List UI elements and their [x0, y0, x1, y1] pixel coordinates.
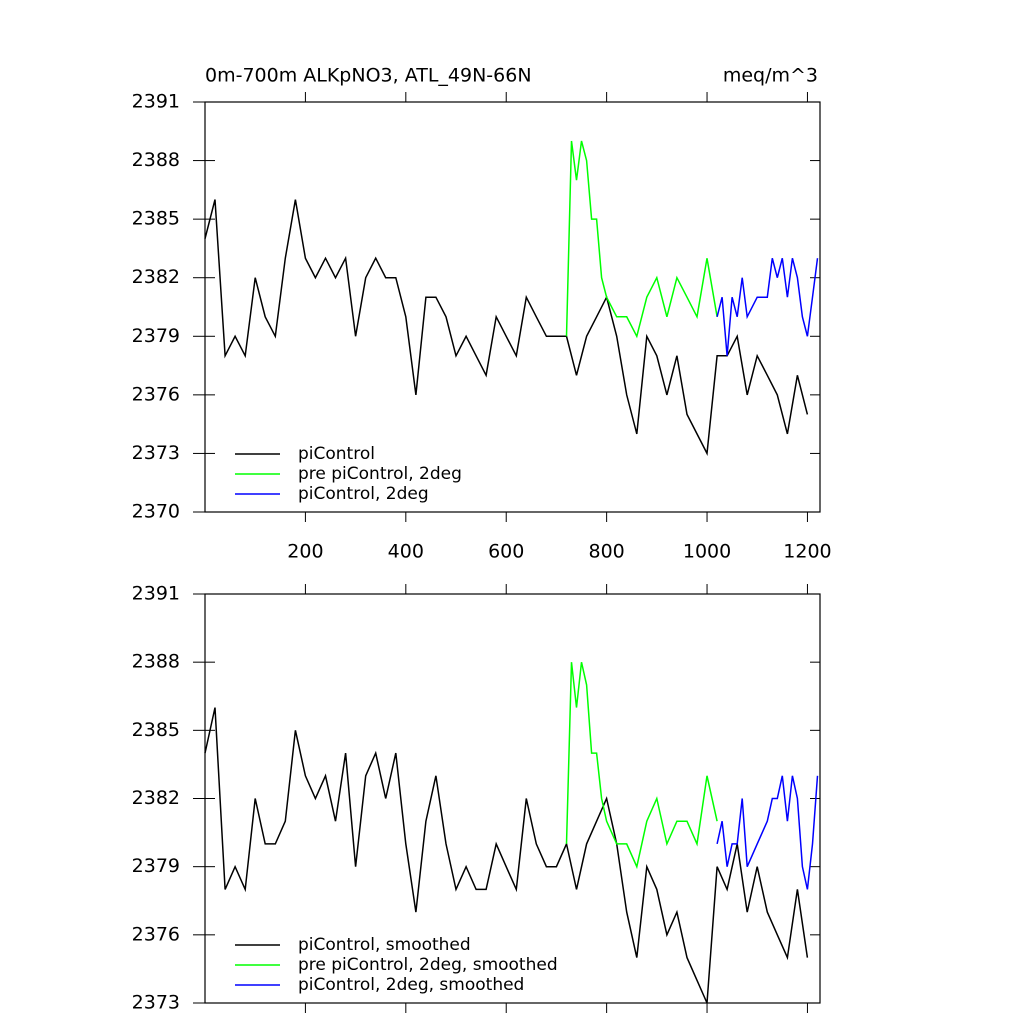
x-tick-label: 800: [588, 541, 624, 563]
y-tick-label: 2385: [132, 208, 180, 230]
y-tick-label: 2376: [132, 923, 180, 945]
series-line: [204, 199, 809, 456]
y-tick-label: 2391: [132, 583, 180, 605]
y-tick-label: 2379: [132, 325, 180, 347]
legend-label: piControl, smoothed: [298, 935, 471, 955]
series-line: [716, 775, 819, 890]
series-line: [565, 140, 718, 339]
y-tick-label: 2370: [132, 501, 180, 523]
x-tick-label: 1000: [683, 541, 731, 563]
legend-label: pre piControl, 2deg: [298, 464, 462, 484]
units-label: meq/m^3: [723, 65, 818, 87]
y-tick-label: 2382: [132, 266, 180, 288]
series-line: [716, 258, 819, 356]
y-tick-label: 2373: [132, 992, 180, 1014]
y-tick-label: 2391: [132, 91, 180, 113]
y-tick-label: 2382: [132, 787, 180, 809]
chart-title: 0m-700m ALKpNO3, ATL_49N-66N: [205, 65, 532, 87]
y-tick-label: 2388: [132, 149, 180, 171]
legend-label: piControl, 2deg: [298, 484, 429, 504]
y-tick-label: 2379: [132, 855, 180, 877]
x-tick-label: 400: [388, 541, 424, 563]
x-tick-label: 200: [287, 541, 323, 563]
legend-label: piControl: [298, 444, 375, 464]
y-tick-label: 2376: [132, 383, 180, 405]
plot-frame: [204, 593, 821, 1004]
y-tick-label: 2388: [132, 651, 180, 673]
x-tick-label: 1200: [783, 541, 831, 563]
legend-label: piControl, 2deg, smoothed: [298, 975, 524, 995]
series-line: [565, 662, 718, 870]
y-tick-label: 2385: [132, 719, 180, 741]
x-tick-label: 600: [488, 541, 524, 563]
y-tick-label: 2373: [132, 442, 180, 464]
plot-frame: [204, 101, 821, 513]
legend-label: pre piControl, 2deg, smoothed: [298, 955, 558, 975]
